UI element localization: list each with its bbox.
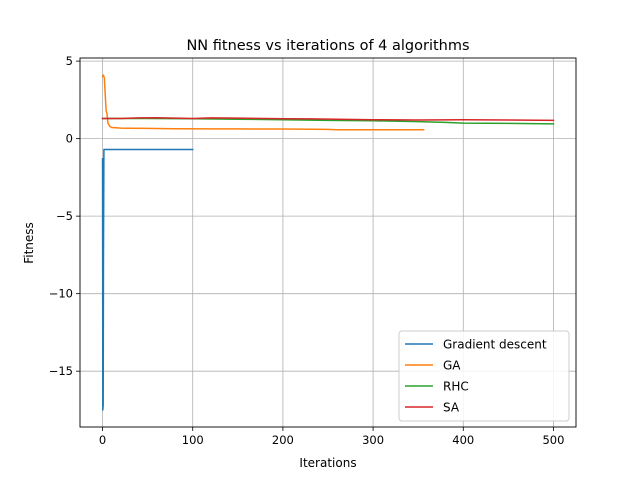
x-tick-label: 400 (452, 433, 474, 447)
x-tick-label: 200 (272, 433, 294, 447)
x-axis-label: Iterations (299, 456, 356, 470)
series-line-ga (101, 74, 425, 131)
ticks: 0 100 200 300 400 500 5 0 −5 −10 −15 (49, 54, 565, 447)
series-line-gradient-descent (101, 148, 194, 411)
y-tick-label: −10 (49, 287, 73, 301)
x-tick-label: 300 (362, 433, 384, 447)
legend-label: GA (443, 359, 461, 373)
legend-label: RHC (443, 380, 469, 394)
y-tick-label: 5 (66, 54, 73, 68)
series-line-sa (101, 116, 555, 122)
chart-title: NN fitness vs iterations of 4 algorithms (186, 38, 469, 54)
y-tick-label: 0 (66, 132, 73, 146)
legend: Gradient descent GA RHC SA (398, 330, 570, 422)
axes-frame (79, 57, 577, 428)
legend-label: SA (443, 401, 460, 415)
x-tick-label: 100 (182, 433, 204, 447)
x-tick-label: 0 (99, 433, 106, 447)
legend-box (398, 330, 570, 422)
y-tick-label: −5 (56, 209, 73, 223)
legend-label: Gradient descent (443, 338, 547, 352)
y-axis-label: Fitness (22, 222, 36, 264)
series-lines (101, 74, 555, 411)
x-tick-label: 500 (542, 433, 564, 447)
y-tick-label: −15 (49, 364, 73, 378)
